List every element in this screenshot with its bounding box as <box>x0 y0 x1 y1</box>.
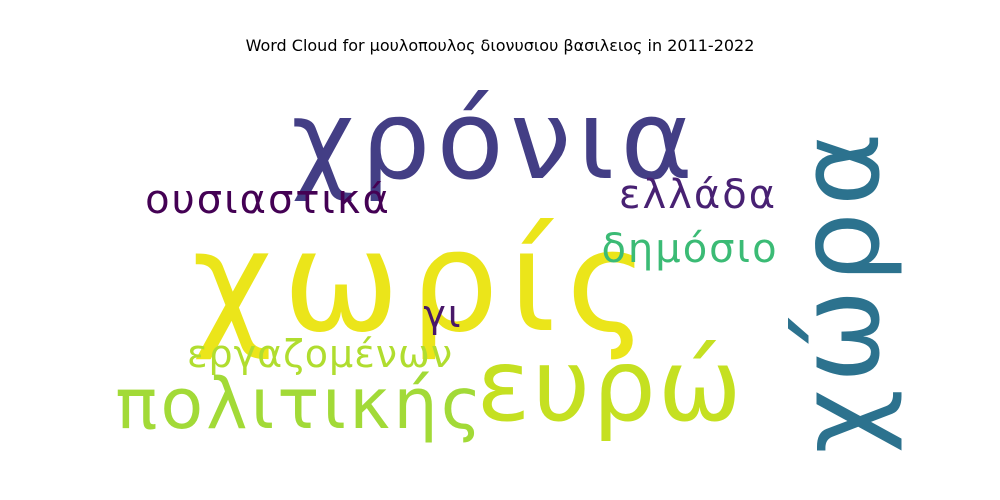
word-πολιτικής: πολιτικής <box>115 363 485 445</box>
word-δημόσιο: δημόσιο <box>601 226 778 272</box>
word-εργαζομένων: εργαζομένων <box>187 332 453 376</box>
word-χώρα: χώρα <box>775 126 905 453</box>
chart-title: Word Cloud for μουλοπουλος διονυσιου βασ… <box>245 36 755 55</box>
word-χρόνια: χρόνια <box>291 76 699 204</box>
word-χωρίς: χωρίς <box>192 201 659 364</box>
word-γι: γι <box>423 292 462 336</box>
word-ουσιαστικά: ουσιαστικά <box>145 177 391 223</box>
word-ευρώ: ευρώ <box>476 327 743 444</box>
word-ελλάδα: ελλάδα <box>619 172 777 218</box>
